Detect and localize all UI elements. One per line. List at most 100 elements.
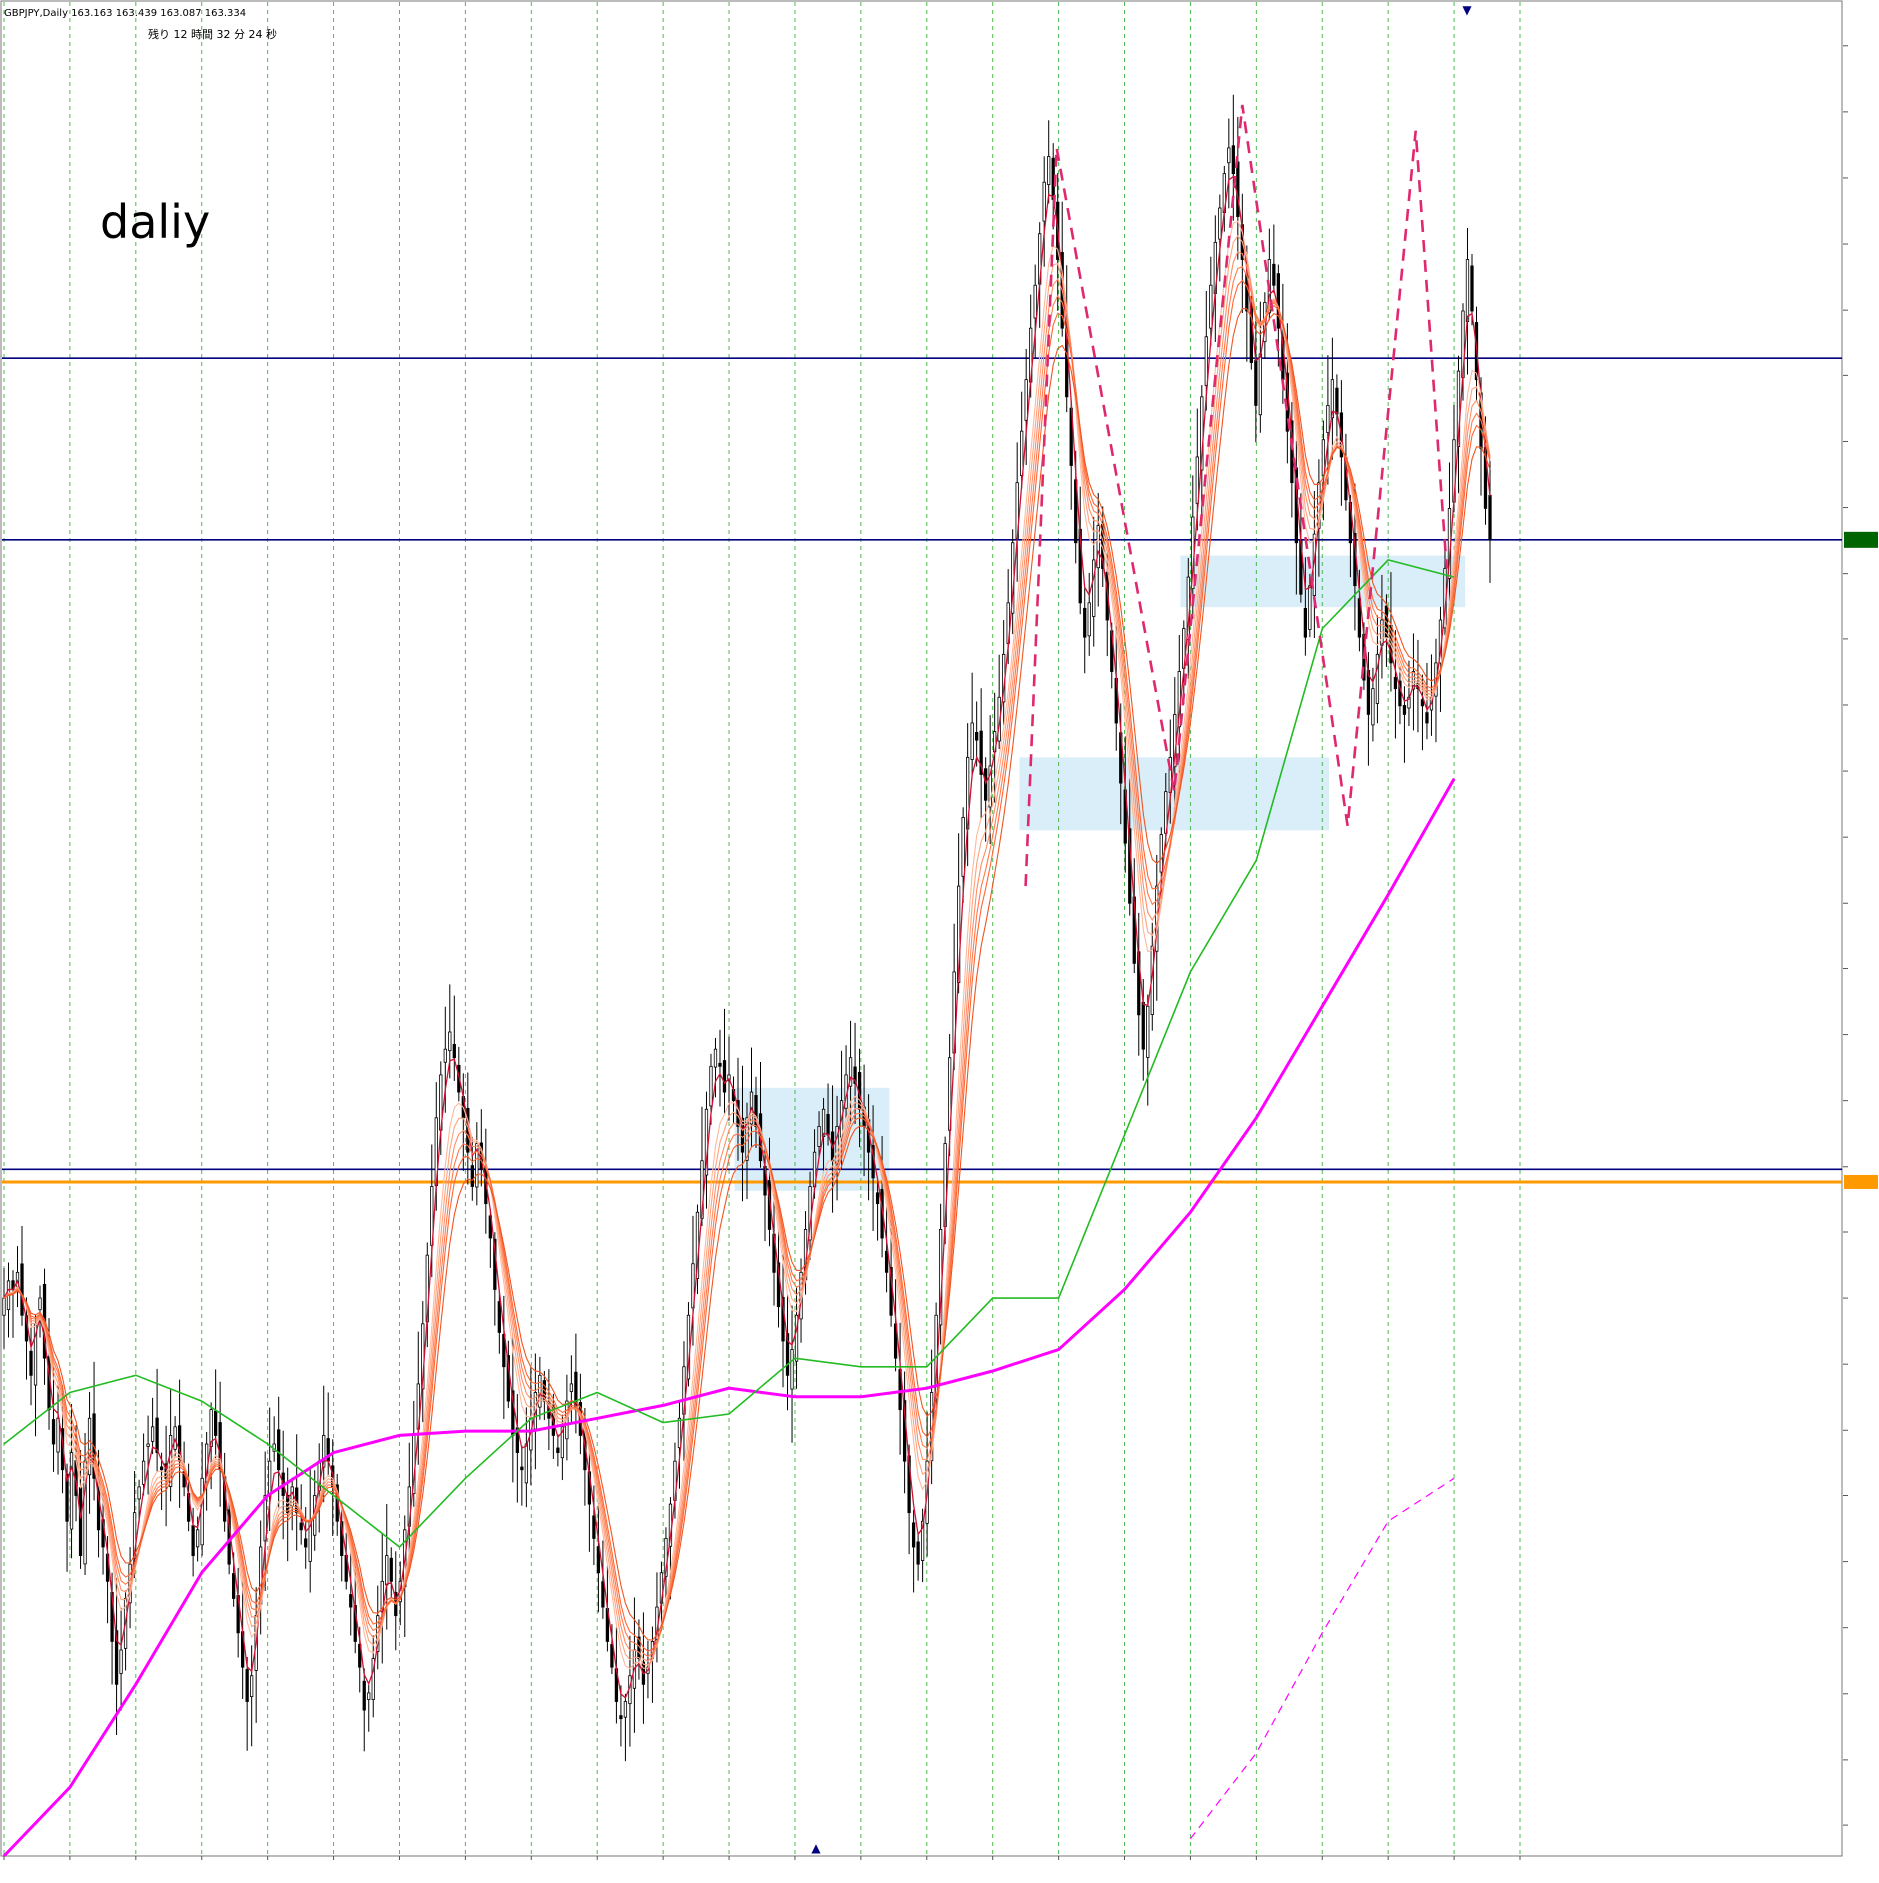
candle-body	[1258, 353, 1262, 416]
candle-body	[988, 765, 992, 808]
candle-body	[596, 1546, 601, 1574]
candle-body	[385, 1555, 389, 1586]
candle-body	[214, 1410, 218, 1436]
candle-body	[970, 722, 974, 760]
candle-body	[268, 1460, 272, 1495]
candle-body	[1227, 147, 1231, 164]
candle-body	[601, 1581, 605, 1608]
candle-body	[250, 1675, 254, 1698]
support-zone	[1180, 555, 1466, 608]
candle-body	[785, 1333, 790, 1376]
candle-body	[69, 1452, 74, 1530]
candle-body	[979, 730, 983, 775]
candle-body	[569, 1383, 574, 1392]
candle-body	[1470, 265, 1474, 312]
ma-ribbon-line	[3, 234, 1491, 1666]
candle-body	[961, 817, 965, 877]
candle-body	[304, 1538, 308, 1548]
candle-body	[146, 1443, 150, 1447]
candle-body	[623, 1701, 628, 1718]
candle-body	[727, 1074, 731, 1081]
candle-body	[1303, 607, 1308, 638]
candle-body	[38, 1297, 42, 1311]
candle-body	[1146, 1005, 1150, 1058]
candle-body	[340, 1521, 344, 1556]
candle-body	[1096, 525, 1100, 569]
candle-body	[1020, 430, 1024, 476]
ma-ribbon-line	[3, 251, 1491, 1662]
countdown-text: 残り 12 時間 32 分 24 秒	[148, 27, 277, 41]
candle-body	[56, 1417, 60, 1453]
candle-body	[556, 1447, 560, 1453]
candle-body	[884, 1250, 889, 1273]
candle-body	[835, 1126, 839, 1165]
candle-body	[790, 1349, 794, 1390]
candle-body	[389, 1557, 393, 1582]
candle-body	[87, 1417, 92, 1476]
candle-body	[443, 1048, 447, 1063]
candle-body	[470, 1165, 474, 1187]
candle-body	[1321, 439, 1326, 476]
candle-body	[200, 1477, 204, 1546]
candle-body	[195, 1529, 200, 1548]
candle-body	[1335, 387, 1339, 415]
ma-ribbon-line	[3, 220, 1491, 1670]
candle-body	[497, 1301, 501, 1333]
candle-body	[1456, 370, 1461, 447]
candle-body	[299, 1522, 303, 1531]
timeframe-title: daliy	[100, 195, 210, 249]
candle-body	[209, 1409, 213, 1447]
ma-ribbon-line	[3, 279, 1491, 1652]
candle-body	[155, 1417, 159, 1453]
candle-body	[817, 1126, 821, 1147]
candle-body	[452, 1044, 456, 1059]
candle-body	[367, 1692, 371, 1700]
candle-body	[1272, 263, 1276, 286]
candle-body	[1465, 259, 1470, 323]
candle-body	[916, 1541, 920, 1565]
candle-body	[488, 1215, 492, 1239]
candle-body	[853, 1066, 857, 1084]
candle-body	[1393, 676, 1398, 690]
candle-body	[1042, 181, 1046, 222]
candle-body	[245, 1669, 249, 1702]
price-tag-orange	[1844, 1174, 1878, 1189]
candle-body	[1024, 379, 1028, 421]
plot-frame	[0, 0, 1843, 1857]
candle-body	[619, 1715, 623, 1720]
ma-ribbon-line	[3, 266, 1491, 1657]
candle-body	[911, 1522, 916, 1548]
top-marker-icon: ▼	[1462, 3, 1472, 17]
candle-body	[51, 1419, 56, 1445]
candle-body	[722, 1060, 727, 1093]
candle-body	[1308, 585, 1312, 630]
candle-body	[322, 1435, 326, 1468]
long-ma-line	[2, 778, 1456, 1858]
candle-body	[1231, 145, 1235, 175]
projection-line	[1189, 1477, 1455, 1840]
candle-body	[1371, 688, 1375, 726]
candle-body	[1236, 161, 1240, 217]
candle-body	[1204, 336, 1208, 387]
ma-ribbon-line	[3, 307, 1491, 1641]
candle-body	[1092, 559, 1096, 617]
candle-body	[1195, 456, 1199, 504]
candle-body	[1330, 379, 1335, 419]
candle-body	[353, 1605, 357, 1642]
candle-body	[20, 1263, 24, 1316]
candle-body	[1375, 653, 1380, 704]
candle-body	[538, 1374, 542, 1408]
candle-body	[718, 1062, 722, 1067]
candle-body	[520, 1466, 524, 1471]
candle-body	[362, 1680, 366, 1711]
candle-body	[1141, 1001, 1145, 1050]
candle-body	[448, 1031, 452, 1052]
candle-body	[975, 732, 979, 741]
candle-body	[1047, 156, 1051, 185]
candle-body	[794, 1314, 799, 1362]
candle-body	[740, 1117, 745, 1153]
candle-body	[1357, 598, 1362, 638]
fast-ma-line	[3, 175, 1491, 1699]
candle-body	[875, 1192, 880, 1205]
